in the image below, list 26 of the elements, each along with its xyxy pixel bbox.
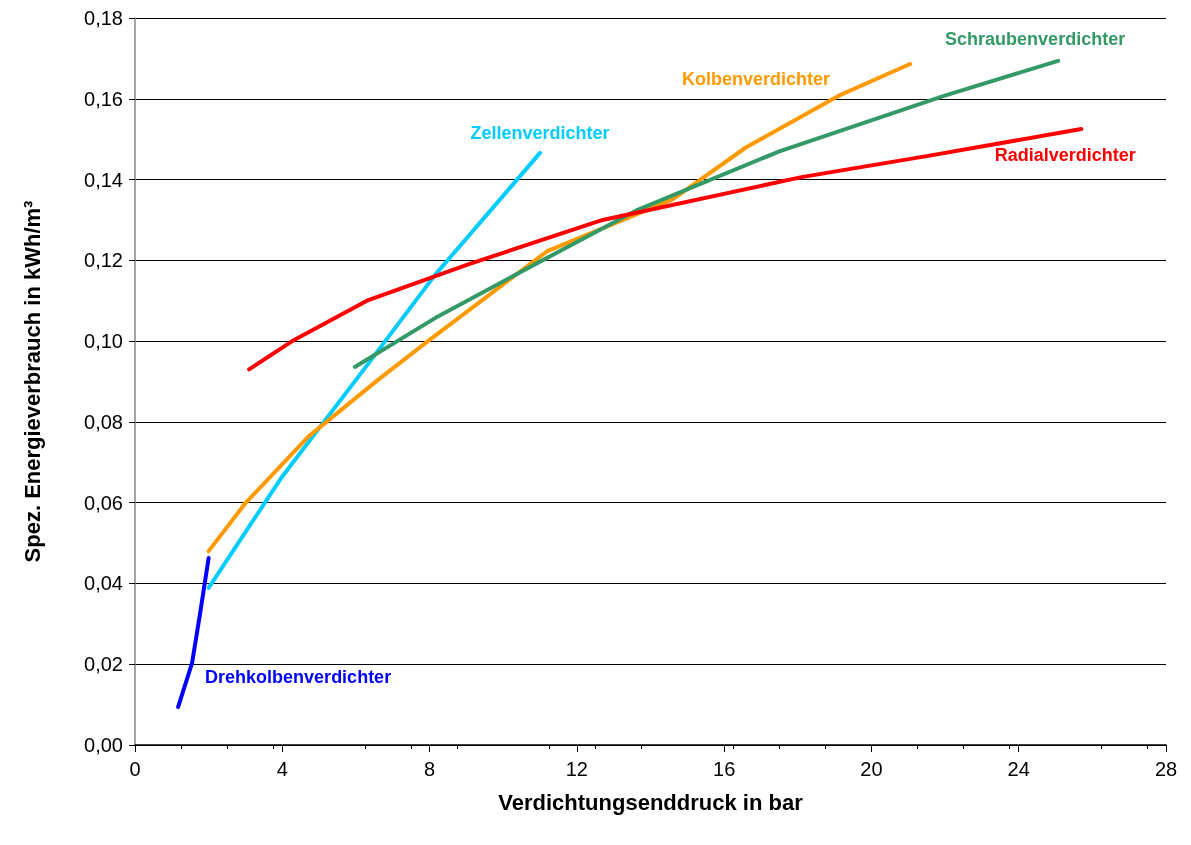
x-tick-label: 4 <box>276 758 288 780</box>
y-tick-label: 0,10 <box>84 330 123 353</box>
series-label: Drehkolbenverdichter <box>205 667 392 688</box>
y-tick-label: 0,12 <box>84 249 123 272</box>
series-label: Zellenverdichter <box>470 122 610 143</box>
y-tick-label: 0,00 <box>84 734 123 756</box>
x-axis-title: Verdichtungsenddruck in bar <box>498 789 804 815</box>
x-tick-label: 16 <box>713 758 736 780</box>
y-tick-label: 0,14 <box>84 168 123 191</box>
y-tick-label: 0,04 <box>84 572 123 595</box>
series-label: Kolbenverdichter <box>682 69 831 90</box>
x-tick-label: 0 <box>129 758 141 780</box>
y-tick-label: 0,08 <box>84 410 123 433</box>
y-tick-label: 0,02 <box>84 653 123 676</box>
y-tick-label: 0,18 <box>84 7 123 29</box>
y-tick-label: 0,06 <box>84 491 123 514</box>
series-label: Schraubenverdichter <box>945 28 1126 49</box>
x-tick-label: 8 <box>424 758 436 780</box>
x-tick-label: 12 <box>565 758 588 780</box>
line-series <box>206 150 543 590</box>
y-axis-title: Spez. Energieverbrauch in kWh/m³ <box>19 200 45 563</box>
x-tick-label: 24 <box>1007 758 1030 780</box>
x-tick-label: 20 <box>860 758 883 780</box>
series-label: Radialverdichter <box>994 145 1136 166</box>
x-tick-label: 28 <box>1154 758 1178 780</box>
y-tick-label: 0,16 <box>84 87 123 110</box>
